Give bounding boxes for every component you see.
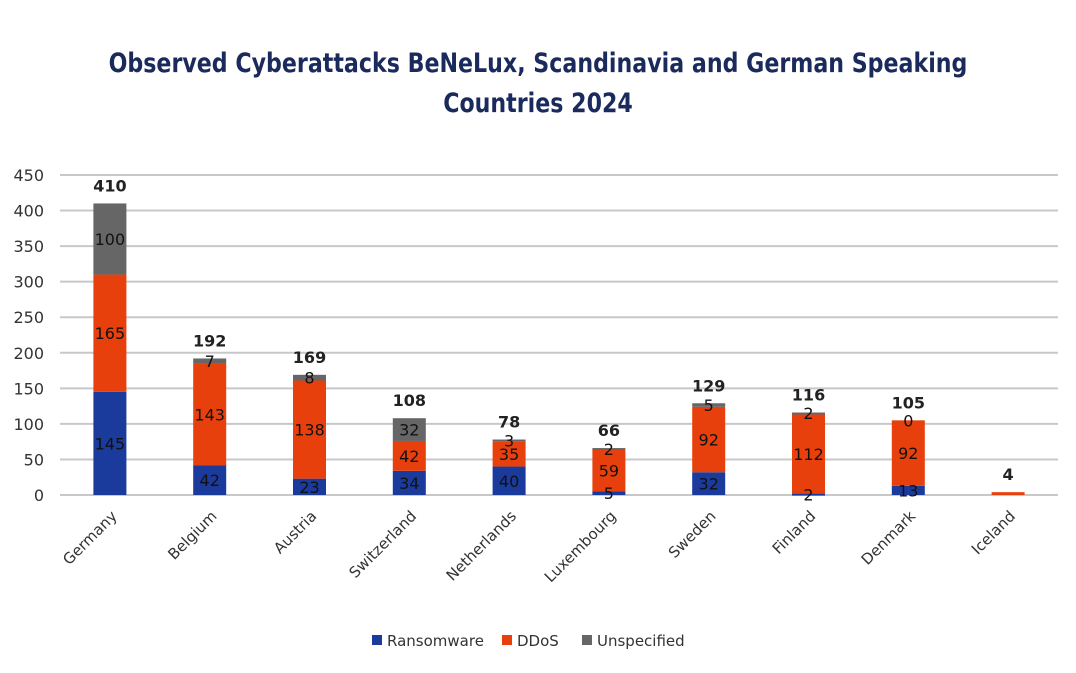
data-label-ransomware: 5 [604, 484, 614, 503]
x-tick-label: Sweden [665, 507, 720, 562]
bar-segment-unspecified [193, 358, 227, 364]
bar-segment-unspecified [93, 203, 127, 275]
data-label-ransomware: 32 [699, 475, 719, 494]
data-label-ransomware: 13 [898, 481, 918, 500]
data-label-ddos: 92 [898, 444, 918, 463]
x-tick-label: Austria [270, 507, 320, 557]
total-label: 4 [1003, 465, 1014, 484]
bar-segment-ddos [891, 420, 925, 486]
data-label-ransomware: 145 [95, 434, 126, 453]
bar-segment-ddos [293, 380, 326, 479]
bar-segment-ransomware [792, 493, 825, 496]
total-label: 410 [93, 176, 126, 195]
total-label: 78 [498, 413, 520, 432]
data-label-ddos: 42 [399, 447, 419, 466]
bar-segment-ddos [692, 406, 726, 473]
bar-segment-ddos [792, 413, 825, 494]
data-label-ransomware: 40 [499, 472, 519, 491]
data-label-unspecified: 32 [399, 421, 419, 440]
y-tick-label: 450 [13, 166, 44, 185]
x-tick-label: Denmark [858, 507, 920, 569]
bar-segment-ddos [592, 449, 626, 492]
bar-segment-unspecified [592, 448, 626, 451]
x-tick-label: Belgium [164, 507, 220, 563]
data-label-ddos: 92 [699, 431, 719, 450]
bar-segment-ransomware [293, 478, 326, 495]
data-label-ddos: 165 [95, 324, 126, 343]
bar-segment-ransomware [93, 391, 127, 495]
bar-segment-ddos [392, 440, 426, 471]
chart-title-line-1: Observed Cyberattacks BeNeLux, Scandinav… [108, 48, 968, 79]
chart-title: Observed Cyberattacks BeNeLux, Scandinav… [97, 44, 979, 124]
data-label-unspecified: 2 [604, 440, 614, 459]
bar-segment-unspecified [692, 403, 726, 407]
legend-label-ddos: DDoS [517, 632, 559, 650]
bar-segment-ddos [991, 492, 1025, 495]
data-label-ddos: 138 [294, 421, 325, 440]
legend-swatch-ddos [502, 635, 512, 645]
data-label-unspecified: 7 [205, 352, 215, 371]
x-tick-label: Luxembourg [541, 507, 620, 586]
y-tick-label: 350 [13, 237, 44, 256]
bar-segment-ddos [93, 274, 127, 392]
data-label-ddos: 35 [499, 445, 519, 464]
y-tick-label: 150 [13, 379, 44, 398]
total-label: 129 [692, 376, 725, 395]
data-label-ransomware: 2 [803, 485, 813, 504]
data-label-ddos: 112 [793, 445, 824, 464]
legend-swatch-ransomware [372, 635, 382, 645]
bar-segment-ransomware [891, 485, 925, 495]
y-tick-label: 100 [13, 415, 44, 434]
data-label-unspecified: 100 [95, 230, 126, 249]
y-tick-label: 50 [24, 450, 44, 469]
y-tick-label: 200 [13, 344, 44, 363]
data-label-ddos: 143 [194, 405, 225, 424]
bar-segment-unspecified [392, 418, 426, 441]
y-tick-label: 300 [13, 273, 44, 292]
x-tick-label: Germany [59, 507, 121, 569]
bar-segment-unspecified [492, 439, 526, 442]
data-label-ddos: 59 [599, 461, 619, 480]
total-label: 66 [598, 421, 620, 440]
bar-segment-ransomware [592, 491, 626, 495]
x-tick-label: Finland [769, 507, 820, 558]
bar-segment-ddos [193, 363, 227, 466]
data-label-ransomware: 23 [299, 478, 319, 497]
bar-segment-ddos [492, 441, 526, 467]
legend-label-ransomware: Ransomware [387, 632, 484, 650]
data-label-unspecified: 5 [704, 396, 714, 415]
bar-segment-ransomware [193, 465, 227, 495]
total-label: 116 [792, 386, 825, 405]
data-label-unspecified: 0 [903, 411, 913, 430]
total-label: 105 [892, 393, 925, 412]
legend-swatch-unspecified [582, 635, 592, 645]
data-label-unspecified: 8 [304, 369, 314, 388]
data-label-ransomware: 34 [399, 474, 419, 493]
y-tick-label: 400 [13, 202, 44, 221]
bar-segment-unspecified [792, 412, 825, 415]
data-label-unspecified: 2 [803, 404, 813, 423]
total-label: 169 [293, 348, 326, 367]
bar-segment-unspecified [293, 374, 326, 381]
legend-label-unspecified: Unspecified [597, 632, 685, 650]
data-label-ransomware: 42 [200, 471, 220, 490]
bar-segment-ransomware [492, 466, 526, 495]
bar-segment-ransomware [392, 470, 426, 495]
x-tick-label: Switzerland [346, 507, 421, 582]
y-tick-label: 250 [13, 308, 44, 327]
bar-segment-ransomware [692, 472, 726, 495]
y-tick-label: 0 [34, 486, 44, 505]
chart-title-line-2: Countries 2024 [443, 88, 633, 119]
x-tick-label: Iceland [968, 507, 1019, 558]
total-label: 192 [193, 331, 226, 350]
total-label: 108 [393, 391, 426, 410]
data-label-unspecified: 3 [504, 432, 514, 451]
x-tick-label: Netherlands [443, 507, 521, 585]
